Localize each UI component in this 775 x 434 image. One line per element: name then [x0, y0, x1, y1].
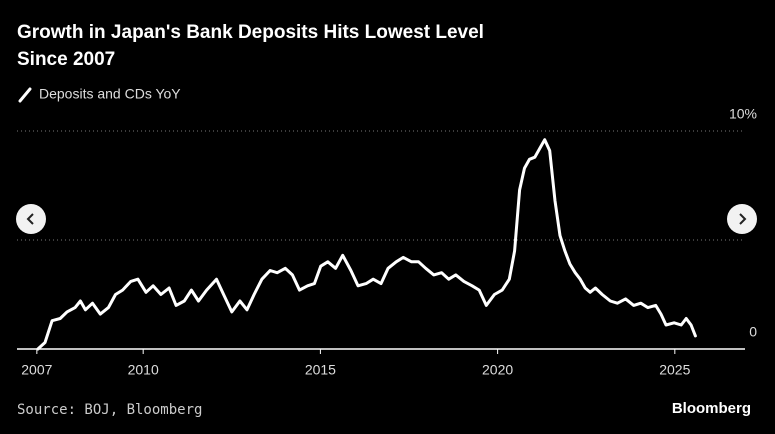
x-tick-label: 2010 — [128, 362, 159, 378]
nav-right[interactable] — [727, 204, 757, 234]
nav-icon — [739, 213, 747, 225]
x-tick-label: 2015 — [305, 362, 336, 378]
source: Source: BOJ, Bloomberg — [17, 402, 202, 418]
nav-icon — [26, 213, 34, 225]
nav-button[interactable] — [727, 204, 757, 234]
brand: Bloomberg — [672, 400, 751, 417]
chart-title: Since 2007 — [17, 49, 115, 70]
legend-swatch — [18, 87, 32, 103]
nav-left[interactable] — [16, 204, 46, 234]
x-tick-label: 2007 — [21, 362, 52, 378]
nav-button[interactable] — [16, 204, 46, 234]
x-tick-label: 2025 — [659, 362, 690, 378]
line-series — [36, 138, 697, 351]
y-tick-label: 0 — [749, 324, 757, 340]
legend-label: Deposits and CDs YoY — [39, 86, 181, 102]
chart-title: Growth in Japan's Bank Deposits Hits Low… — [17, 22, 484, 43]
y-tick-label: 10% — [729, 106, 757, 122]
x-tick-label: 2020 — [482, 362, 513, 378]
